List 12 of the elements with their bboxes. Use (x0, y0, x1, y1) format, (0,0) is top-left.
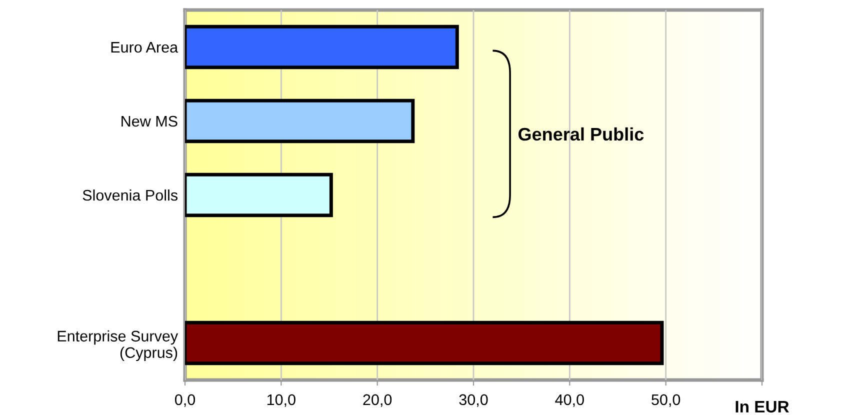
y-tick-label: New MS (122, 116, 178, 127)
x-tick-label: 20,0 (363, 394, 392, 407)
x-tick-label: 30,0 (459, 394, 488, 407)
y-tick-label: Euro Area (111, 42, 178, 53)
x-tick-label: 50,0 (652, 394, 680, 407)
annotation: General Public (518, 127, 644, 141)
x-tick-label: 10,0 (267, 394, 296, 407)
x-axis-title: In EUR (736, 400, 789, 413)
x-tick-label: 0,0 (174, 394, 196, 407)
y-tick-label: Slovenia Polls (82, 189, 178, 201)
y-tick-label: Enterprise Survey (Cyprus) (58, 330, 178, 362)
x-tick-label: 40,0 (555, 394, 584, 407)
